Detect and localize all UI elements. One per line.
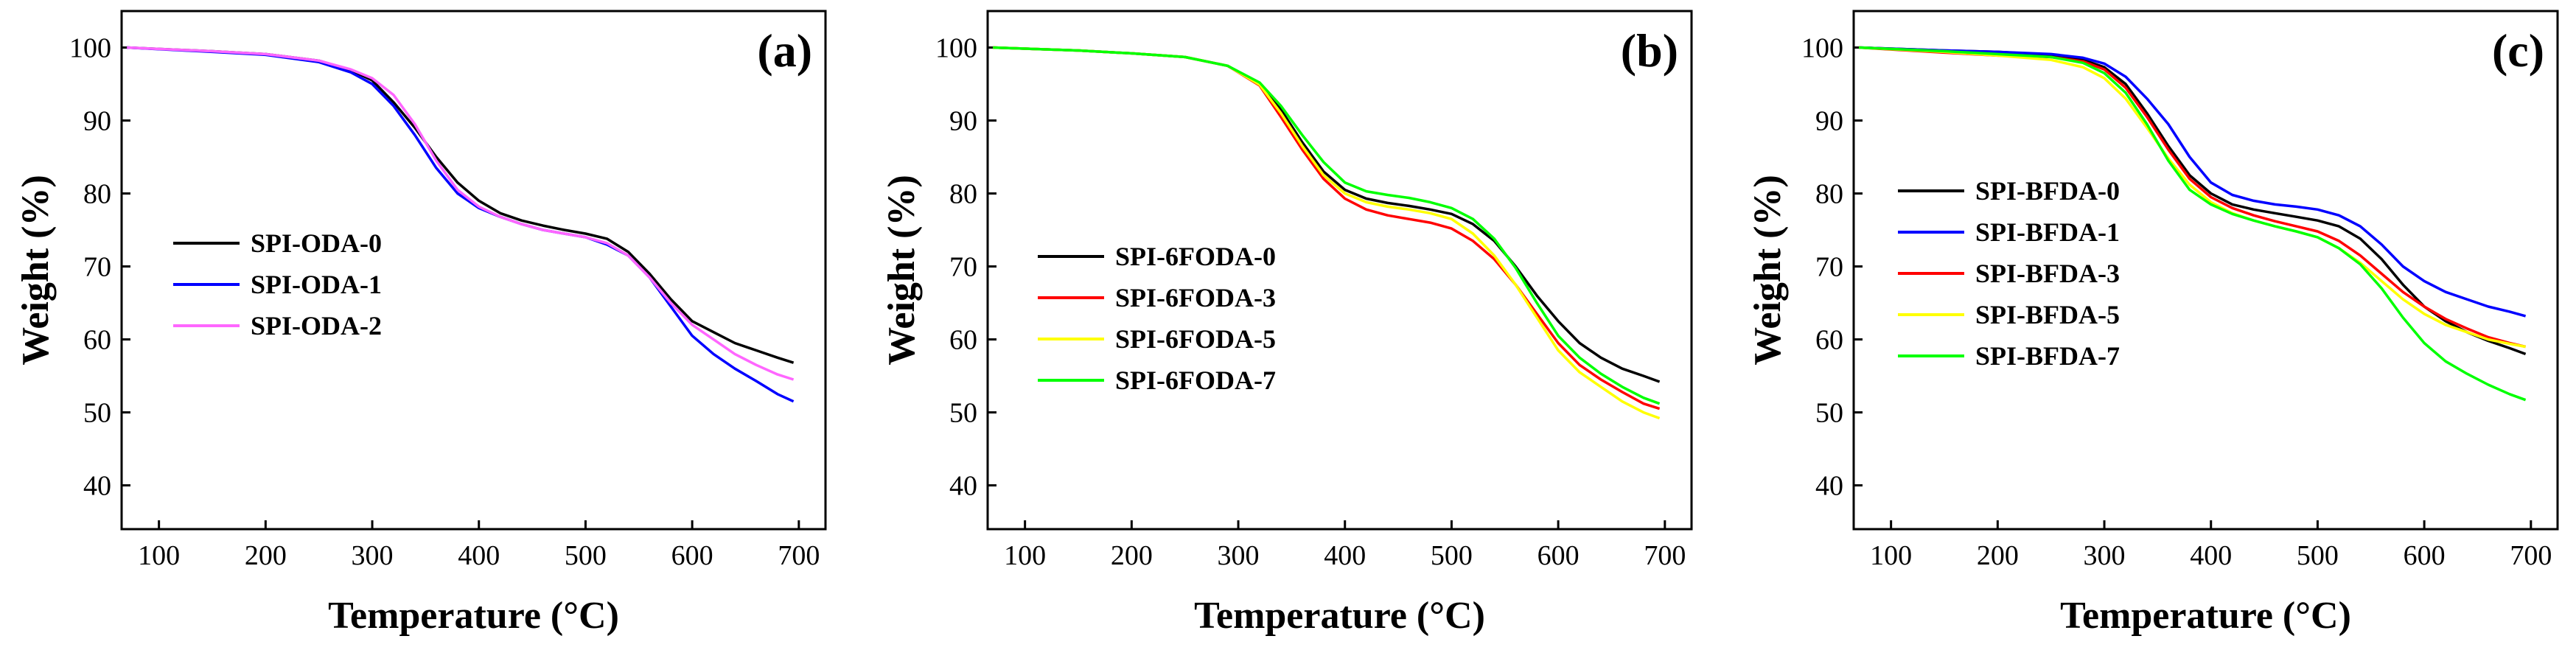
chart-panel-3: 100 200 300 400 500 600 700 40 50 60 70 80 90 100 SPI-… — [1747, 10, 2559, 637]
x-axis-title: Temperature (°C) — [1194, 595, 1485, 637]
y-tick-label: 60 — [83, 325, 111, 356]
x-tick-label: 700 — [778, 540, 820, 571]
x-tick-label: 500 — [2297, 540, 2339, 571]
series-line-spi-bfda-7 — [1859, 46, 2527, 402]
legend-label: SPI-6FODA-3 — [1115, 283, 1276, 312]
y-axis-title: Weight (%) — [1747, 175, 1789, 366]
y-tick-label: 80 — [1815, 179, 1843, 210]
y-axis-title: Weight (%) — [881, 175, 923, 366]
x-tick-label: 100 — [138, 540, 180, 571]
y-tick-label: 40 — [1815, 471, 1843, 502]
x-tick-label: 500 — [1431, 540, 1473, 571]
x-tick-label: 300 — [1218, 540, 1260, 571]
x-tick-label: 600 — [1537, 540, 1580, 571]
legend-label: SPI-BFDA-3 — [1975, 259, 2120, 288]
y-tick-label: 50 — [1815, 398, 1843, 429]
series-line-spi-oda-2 — [127, 46, 795, 381]
y-tick-label: 70 — [949, 252, 977, 283]
chart-panel-1: 100 200 300 400 500 600 700 40 50 60 70 80 90 100 SPI-… — [15, 10, 827, 637]
y-tick-label: 50 — [949, 398, 977, 429]
plot-frame — [120, 10, 827, 531]
x-tick-label: 200 — [1977, 540, 2019, 571]
y-tick-label: 40 — [949, 471, 977, 502]
x-tick-label: 300 — [352, 540, 394, 571]
legend-label: SPI-6FODA-0 — [1115, 242, 1276, 271]
series-line-spi-6foda-7 — [993, 46, 1661, 405]
series-line-spi-bfda-1 — [1859, 46, 2527, 318]
legend-label: SPI-BFDA-7 — [1975, 341, 2120, 371]
x-tick-label: 700 — [1644, 540, 1686, 571]
y-tick-label: 100 — [69, 33, 111, 64]
x-tick-label: 700 — [2510, 540, 2552, 571]
legend-label: SPI-BFDA-1 — [1975, 217, 2120, 247]
y-tick-label: 70 — [83, 252, 111, 283]
y-tick-label: 60 — [1815, 325, 1843, 356]
legend-label: SPI-BFDA-0 — [1975, 176, 2120, 206]
series-line-spi-6foda-5 — [993, 46, 1661, 420]
y-tick-label: 100 — [935, 33, 977, 64]
x-tick-label: 300 — [2084, 540, 2126, 571]
y-tick-label: 90 — [83, 106, 111, 137]
y-tick-label: 60 — [949, 325, 977, 356]
y-tick-label: 90 — [949, 106, 977, 137]
legend-label: SPI-6FODA-7 — [1115, 366, 1276, 395]
panel-label: (c) — [2492, 24, 2544, 77]
panel-label: (a) — [757, 24, 812, 77]
x-tick-label: 600 — [671, 540, 713, 571]
x-tick-label: 400 — [1324, 540, 1366, 571]
x-tick-label: 200 — [245, 540, 287, 571]
legend-label: SPI-ODA-1 — [251, 270, 382, 299]
series-line-spi-oda-1 — [127, 46, 795, 403]
y-tick-label: 40 — [83, 471, 111, 502]
series-line-spi-bfda-5 — [1859, 46, 2526, 349]
y-tick-label: 70 — [1815, 252, 1843, 283]
y-tick-label: 80 — [949, 179, 977, 210]
y-tick-label: 50 — [83, 398, 111, 429]
x-tick-label: 400 — [2190, 540, 2232, 571]
x-tick-label: 100 — [1004, 540, 1046, 571]
legend-label: SPI-BFDA-5 — [1975, 300, 2120, 329]
x-tick-label: 600 — [2404, 540, 2446, 571]
legend-label: SPI-ODA-0 — [251, 228, 382, 258]
y-tick-label: 100 — [1801, 33, 1843, 64]
x-axis-title: Temperature (°C) — [328, 595, 619, 637]
x-tick-label: 200 — [1111, 540, 1153, 571]
series-line-spi-bfda-0 — [1859, 46, 2527, 356]
chart-panel-2: 100 200 300 400 500 600 700 40 50 60 70 80 90 100 SPI-… — [881, 10, 1693, 637]
x-tick-label: 400 — [458, 540, 500, 571]
legend-label: SPI-ODA-2 — [251, 311, 382, 340]
panel-label: (b) — [1621, 24, 1678, 77]
legend-label: SPI-6FODA-5 — [1115, 324, 1276, 354]
series-line-spi-6foda-0 — [993, 46, 1661, 383]
series-line-spi-6foda-3 — [993, 46, 1661, 410]
x-tick-label: 500 — [565, 540, 607, 571]
series-line-spi-oda-0 — [127, 46, 795, 364]
y-axis-title: Weight (%) — [15, 175, 57, 366]
plot-frame — [986, 10, 1693, 531]
y-tick-label: 80 — [83, 179, 111, 210]
series-line-spi-bfda-3 — [1859, 46, 2526, 349]
x-tick-label: 100 — [1870, 540, 1912, 571]
x-axis-title: Temperature (°C) — [2060, 595, 2351, 637]
plot-frame — [1852, 10, 2559, 531]
y-tick-label: 90 — [1815, 106, 1843, 137]
